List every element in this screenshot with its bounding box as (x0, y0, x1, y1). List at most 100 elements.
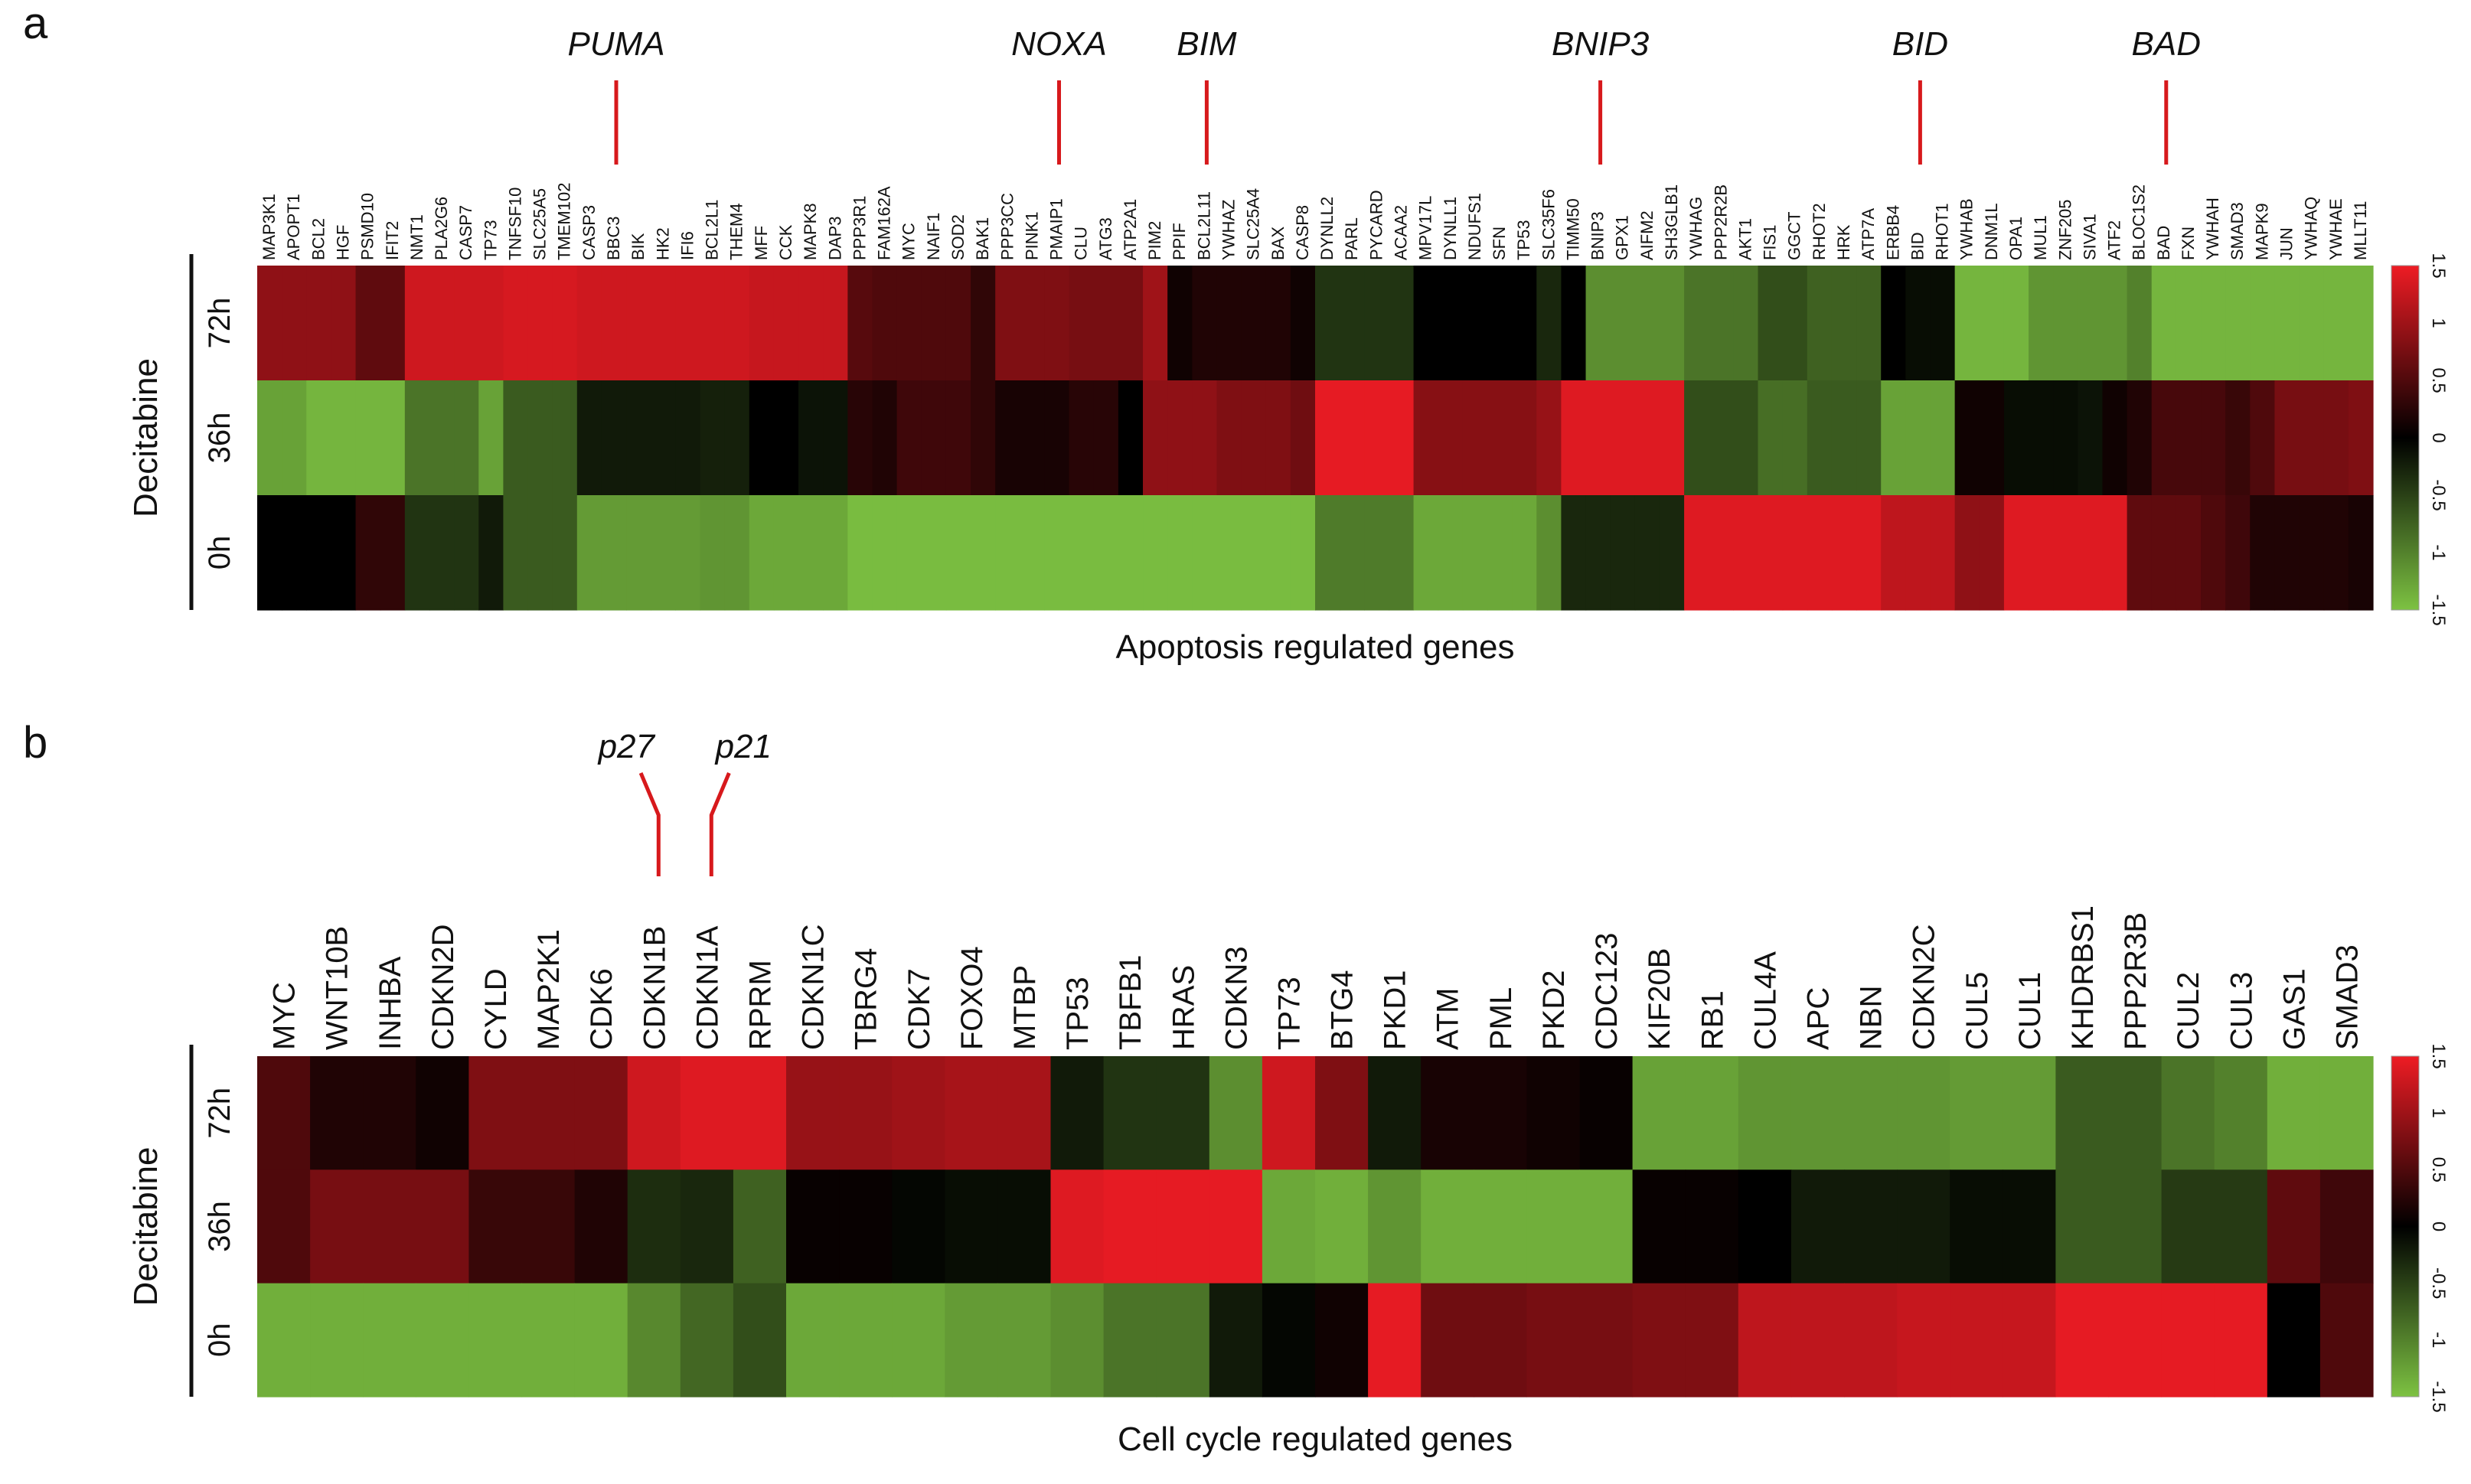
heatmap-cell (1831, 495, 1857, 611)
heatmap-cell (1340, 266, 1365, 381)
heatmap-cell (282, 380, 307, 496)
gene-label: PKD1 (1379, 970, 1412, 1051)
heatmap-cell (823, 266, 848, 381)
heatmap-cell (1118, 266, 1144, 381)
gene-label: CYLD (479, 968, 513, 1050)
gene-label: FXN (2179, 227, 2198, 260)
colorbar-tick: -1.5 (2428, 594, 2449, 625)
gene-label: BCL2 (308, 218, 328, 260)
heatmap-cell (1368, 1169, 1422, 1284)
gene-label: MYC (899, 223, 919, 260)
heatmap-cell (896, 266, 922, 381)
gene-label: YWHAQ (2302, 197, 2321, 260)
heatmap-cell (786, 1283, 840, 1398)
heatmap-cells (257, 266, 2374, 611)
gene-label: TBFB1 (1114, 955, 1147, 1050)
heatmap-cell (1659, 495, 1685, 611)
heatmap-cell (468, 1169, 523, 1284)
gene-label: PARL (1342, 217, 1361, 260)
heatmap-cell (1421, 1056, 1474, 1170)
heatmap-cell (1954, 495, 1980, 611)
heatmap-cell (404, 266, 430, 381)
gene-label: SMAD3 (2228, 202, 2247, 260)
heatmap-cell (2161, 1283, 2215, 1398)
heatmap-cell (945, 1056, 998, 1170)
heatmap-cell (1807, 495, 1833, 611)
heatmap-cell (1044, 266, 1070, 381)
gene-label: DNM1L (1982, 203, 2001, 260)
heatmap-cell (2250, 266, 2276, 381)
heatmap-cell (1265, 495, 1291, 611)
panel-caption: Apoptosis regulated genes (1115, 628, 1514, 666)
gene-label: TP73 (1272, 977, 1306, 1050)
heatmap-cell (1831, 380, 1857, 496)
heatmap-cell (552, 266, 578, 381)
heatmap-cell (1634, 495, 1660, 611)
heatmap-cell (1807, 266, 1833, 381)
heatmap-cell (1979, 495, 2005, 611)
panel-b: b MYC WNT10B INHBA CDKN2D CYLD MAP2K1 CDK6 CDKN1… (23, 718, 2449, 1458)
gene-label: SFN (1490, 227, 1509, 260)
heatmap-cell (1413, 495, 1439, 611)
heatmap-cell (2003, 266, 2029, 381)
gene-label: BTG4 (1326, 970, 1360, 1050)
heatmap-cell (552, 380, 578, 496)
heatmap-cell (1020, 266, 1046, 381)
gene-label: SIVA1 (2080, 214, 2099, 260)
gene-label: PINK1 (1022, 211, 1041, 260)
heatmap-cell (331, 266, 357, 381)
heatmap-cell (306, 380, 332, 496)
heatmap-cell (1634, 380, 1660, 496)
colorbar-tick: -0.5 (2428, 1267, 2449, 1299)
heatmap-cell (1143, 495, 1168, 611)
gene-label: PML (1484, 987, 1518, 1050)
gene-label: FAM162A (875, 186, 894, 260)
heatmap-cell (1364, 380, 1390, 496)
gene-label: CASP8 (1293, 205, 1312, 260)
heatmap-cell (733, 1283, 787, 1398)
heatmap-cell (1474, 1283, 1527, 1398)
heatmap-cell (478, 380, 504, 496)
heatmap-cell (2151, 495, 2177, 611)
heatmap-cell (503, 495, 529, 611)
colorbar-tick: 1 (2428, 1108, 2449, 1118)
heatmap-cell (995, 495, 1020, 611)
heatmap-cell (1209, 1283, 1263, 1398)
heatmap-cell (257, 1056, 311, 1170)
gene-label: RB1 (1696, 990, 1729, 1050)
heatmap-cell (1930, 380, 1956, 496)
gene-label: RPRM (743, 960, 777, 1050)
heatmap-cell (786, 1169, 840, 1284)
gene-label: PYCARD (1366, 190, 1386, 260)
heatmap-cell (306, 266, 332, 381)
gene-label: AKT1 (1735, 218, 1755, 260)
heatmap-cell (2319, 1169, 2374, 1284)
gene-label: PPP2R3B (2119, 912, 2153, 1050)
heatmap-cell (2319, 1283, 2374, 1398)
gene-label: CUL3 (2225, 972, 2258, 1050)
heatmap-cell (454, 266, 479, 381)
heatmap-cell (997, 1283, 1052, 1398)
heatmap-cell (749, 266, 775, 381)
heatmap-cell (2299, 266, 2325, 381)
heatmap-cell (2267, 1283, 2321, 1398)
heatmap-cell (1290, 495, 1316, 611)
gene-label: CDKN1A (690, 925, 724, 1050)
heatmap-cell (945, 266, 971, 381)
heatmap-cell (1685, 1283, 1739, 1398)
heatmap-cell (1897, 1169, 1950, 1284)
heatmap-cell (1844, 1283, 1898, 1398)
gene-label: CDC123 (1590, 933, 1624, 1050)
gene-label: ATG3 (1096, 217, 1115, 260)
heatmap-cell (724, 266, 750, 381)
heatmap-cell (651, 495, 676, 611)
heatmap-cell (1143, 380, 1168, 496)
heatmap-cell (1103, 1056, 1157, 1170)
heatmap-cell (2108, 1169, 2163, 1284)
heatmap-cell (1050, 1056, 1105, 1170)
heatmap-cell (527, 495, 553, 611)
heatmap-cell (2053, 266, 2078, 381)
heatmap-cell (1315, 1169, 1369, 1284)
heatmap-cell (1634, 266, 1660, 381)
